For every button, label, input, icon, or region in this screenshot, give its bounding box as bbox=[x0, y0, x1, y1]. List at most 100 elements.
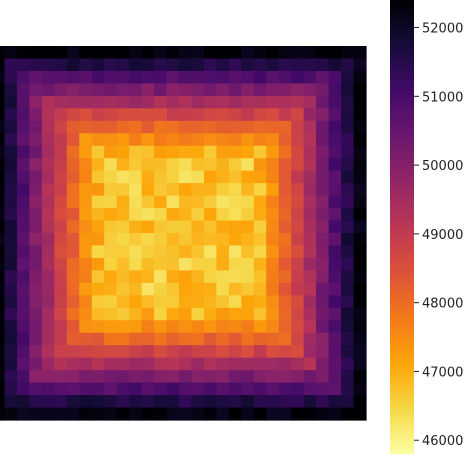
heatmap-cell bbox=[266, 95, 280, 109]
heatmap-cell bbox=[154, 46, 168, 60]
heatmap-cell bbox=[129, 395, 143, 409]
heatmap-cell bbox=[129, 133, 143, 147]
heatmap-cell bbox=[353, 332, 367, 346]
heatmap-cell bbox=[141, 245, 155, 259]
heatmap-cell bbox=[328, 46, 342, 60]
heatmap-cell bbox=[141, 170, 155, 184]
heatmap-cell bbox=[353, 120, 367, 134]
heatmap-cell bbox=[54, 370, 68, 384]
heatmap-cell bbox=[141, 158, 155, 172]
heatmap-cell bbox=[253, 95, 267, 109]
heatmap-cell bbox=[16, 46, 30, 60]
heatmap-cell bbox=[203, 257, 217, 271]
heatmap-cell bbox=[241, 370, 255, 384]
heatmap-cell bbox=[216, 108, 230, 122]
heatmap-cell bbox=[191, 320, 205, 334]
heatmap-cell bbox=[154, 95, 168, 109]
heatmap-cell bbox=[54, 332, 68, 346]
heatmap-cell bbox=[303, 257, 317, 271]
heatmap-cell bbox=[66, 170, 80, 184]
heatmap-cell bbox=[179, 382, 193, 396]
heatmap-cell bbox=[4, 95, 18, 109]
heatmap-cell bbox=[79, 83, 93, 97]
heatmap-cell bbox=[104, 357, 118, 371]
heatmap-cell bbox=[253, 220, 267, 234]
heatmap-cell bbox=[328, 370, 342, 384]
heatmap-cell bbox=[328, 158, 342, 172]
heatmap-cell bbox=[129, 370, 143, 384]
heatmap-cell bbox=[328, 295, 342, 309]
heatmap-cell bbox=[166, 345, 180, 359]
heatmap-cell bbox=[316, 245, 330, 259]
heatmap-cell bbox=[91, 58, 105, 72]
heatmap-cell bbox=[253, 370, 267, 384]
heatmap-cell bbox=[328, 170, 342, 184]
heatmap-cell bbox=[353, 46, 367, 60]
heatmap-cell bbox=[116, 183, 130, 197]
heatmap-cell bbox=[216, 245, 230, 259]
heatmap-cell bbox=[166, 220, 180, 234]
heatmap-cell bbox=[166, 58, 180, 72]
heatmap-cell bbox=[141, 320, 155, 334]
heatmap-cell bbox=[141, 295, 155, 309]
heatmap-cell bbox=[266, 83, 280, 97]
heatmap-cell bbox=[166, 158, 180, 172]
heatmap-cell bbox=[266, 320, 280, 334]
heatmap-cell bbox=[291, 357, 305, 371]
heatmap-cell bbox=[353, 345, 367, 359]
heatmap-cell bbox=[228, 307, 242, 321]
heatmap-cell bbox=[216, 208, 230, 222]
heatmap-cell bbox=[353, 233, 367, 247]
colorbar: 46000 47000 48000 49000 50000 51000 52000 bbox=[390, 0, 463, 454]
heatmap-cell bbox=[241, 195, 255, 209]
heatmap-cell bbox=[79, 320, 93, 334]
heatmap-cell bbox=[91, 295, 105, 309]
heatmap-cell bbox=[66, 295, 80, 309]
heatmap-cell bbox=[316, 183, 330, 197]
heatmap-cell bbox=[154, 158, 168, 172]
heatmap-cell bbox=[216, 395, 230, 409]
heatmap-cell bbox=[278, 270, 292, 284]
heatmap-cell bbox=[91, 257, 105, 271]
heatmap-cell bbox=[228, 158, 242, 172]
heatmap-cell bbox=[191, 95, 205, 109]
heatmap-cell bbox=[328, 70, 342, 84]
heatmap-cell bbox=[0, 233, 6, 247]
heatmap-cell bbox=[241, 220, 255, 234]
heatmap-cell bbox=[129, 233, 143, 247]
heatmap-cell bbox=[79, 395, 93, 409]
heatmap-cell bbox=[303, 133, 317, 147]
heatmap-cell bbox=[228, 233, 242, 247]
heatmap-cell bbox=[116, 133, 130, 147]
heatmap-cell bbox=[291, 120, 305, 134]
heatmap-cell bbox=[129, 208, 143, 222]
heatmap-cell bbox=[41, 395, 55, 409]
heatmap-cell bbox=[4, 370, 18, 384]
heatmap-cell bbox=[191, 170, 205, 184]
heatmap-cell bbox=[216, 382, 230, 396]
heatmap-cell bbox=[278, 95, 292, 109]
heatmap-cell bbox=[154, 233, 168, 247]
heatmap-cell bbox=[129, 195, 143, 209]
heatmap-cell bbox=[66, 245, 80, 259]
heatmap-cell bbox=[29, 382, 43, 396]
heatmap-cell bbox=[191, 70, 205, 84]
heatmap-cell bbox=[216, 95, 230, 109]
heatmap-cell bbox=[0, 170, 6, 184]
heatmap-cell bbox=[16, 108, 30, 122]
heatmap-cell bbox=[4, 133, 18, 147]
heatmap-cell bbox=[4, 195, 18, 209]
heatmap-cell bbox=[253, 320, 267, 334]
heatmap-cell bbox=[29, 170, 43, 184]
heatmap-cell bbox=[253, 257, 267, 271]
heatmap-cell bbox=[0, 120, 6, 134]
heatmap-cell bbox=[278, 195, 292, 209]
heatmap-cell bbox=[216, 407, 230, 421]
heatmap-cell bbox=[303, 320, 317, 334]
heatmap-cell bbox=[66, 70, 80, 84]
heatmap-cell bbox=[303, 170, 317, 184]
heatmap-cell bbox=[104, 220, 118, 234]
heatmap-cell bbox=[166, 108, 180, 122]
heatmap-cell bbox=[278, 233, 292, 247]
heatmap-cell bbox=[278, 83, 292, 97]
